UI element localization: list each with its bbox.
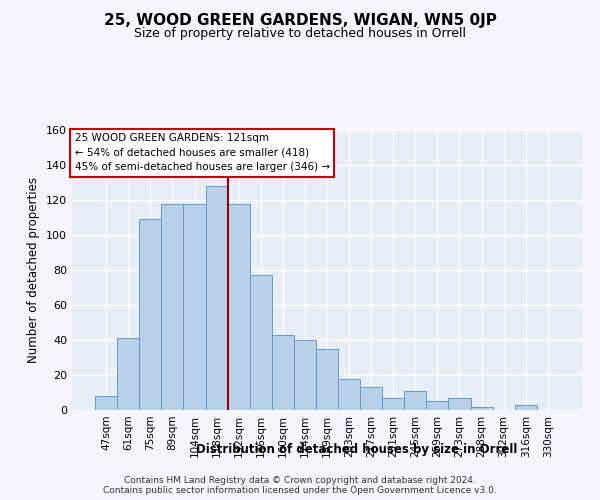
- Bar: [470, 406, 493, 410]
- Bar: [338, 378, 360, 410]
- Bar: [139, 219, 161, 410]
- Bar: [448, 398, 470, 410]
- Bar: [360, 387, 382, 410]
- Bar: [95, 396, 117, 410]
- Bar: [161, 204, 184, 410]
- Text: Distribution of detached houses by size in Orrell: Distribution of detached houses by size …: [196, 442, 518, 456]
- Bar: [250, 275, 272, 410]
- Bar: [316, 349, 338, 410]
- Bar: [427, 401, 448, 410]
- Y-axis label: Number of detached properties: Number of detached properties: [28, 177, 40, 363]
- Text: Size of property relative to detached houses in Orrell: Size of property relative to detached ho…: [134, 28, 466, 40]
- Bar: [382, 398, 404, 410]
- Bar: [117, 338, 139, 410]
- Text: Contains HM Land Registry data © Crown copyright and database right 2024.
Contai: Contains HM Land Registry data © Crown c…: [103, 476, 497, 495]
- Bar: [294, 340, 316, 410]
- Bar: [272, 335, 294, 410]
- Bar: [184, 204, 206, 410]
- Bar: [227, 204, 250, 410]
- Bar: [515, 405, 537, 410]
- Bar: [404, 391, 427, 410]
- Text: 25 WOOD GREEN GARDENS: 121sqm
← 54% of detached houses are smaller (418)
45% of : 25 WOOD GREEN GARDENS: 121sqm ← 54% of d…: [74, 133, 329, 172]
- Text: 25, WOOD GREEN GARDENS, WIGAN, WN5 0JP: 25, WOOD GREEN GARDENS, WIGAN, WN5 0JP: [104, 12, 496, 28]
- Bar: [206, 186, 227, 410]
